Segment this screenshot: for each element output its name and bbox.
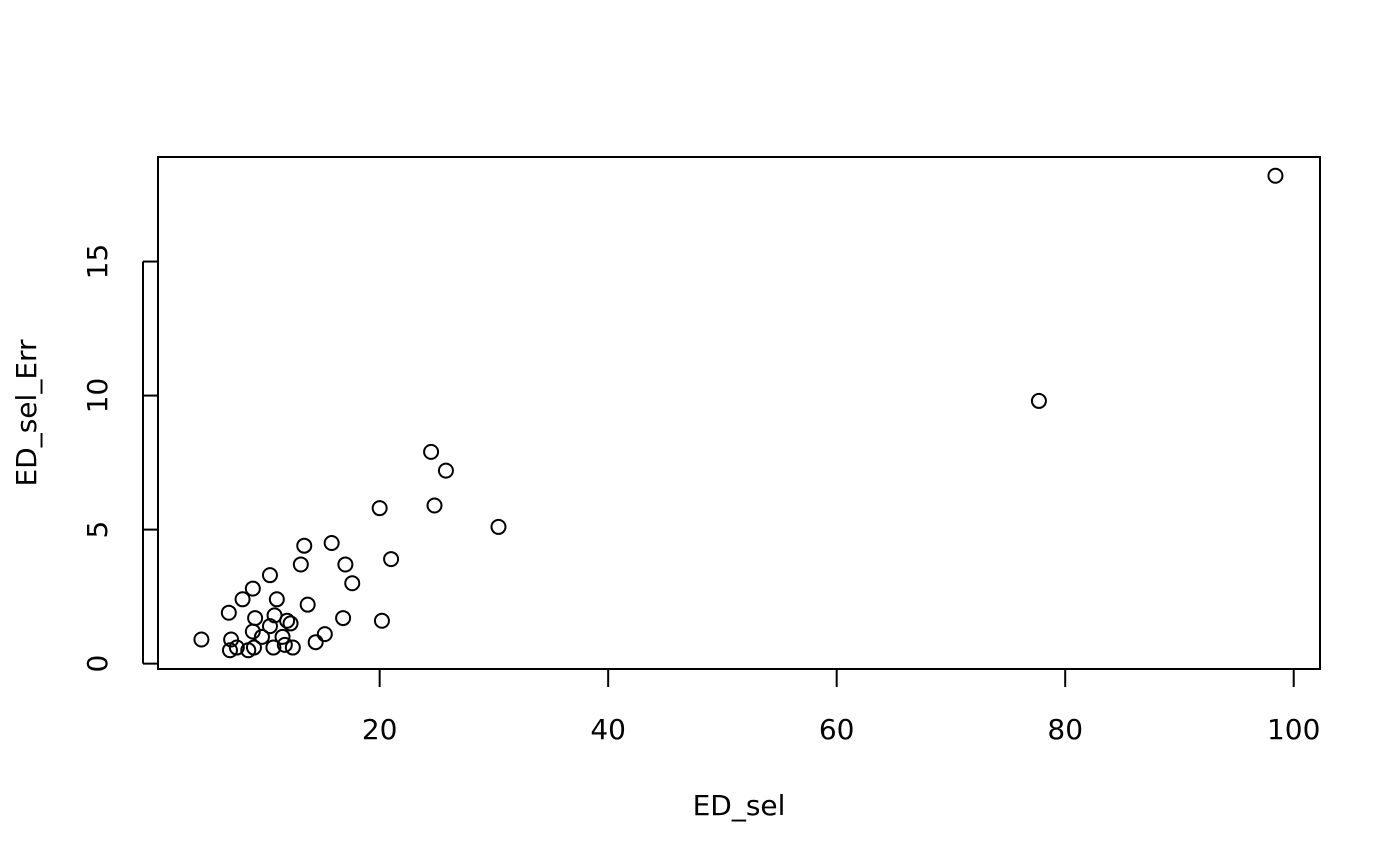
x-tick-label: 20: [362, 713, 398, 746]
data-point: [221, 642, 238, 659]
data-point: [265, 639, 282, 656]
data-point: [261, 618, 278, 635]
data-point: [279, 612, 296, 629]
data-point: [426, 497, 443, 514]
data-point: [220, 604, 237, 621]
data-points: [193, 167, 1284, 659]
data-point: [371, 500, 388, 517]
data-point: [244, 623, 261, 640]
y-tick-label: 10: [81, 378, 114, 414]
plot-frame: [157, 156, 1321, 670]
data-point: [373, 612, 390, 629]
data-point: [223, 631, 240, 648]
data-point: [323, 535, 340, 552]
x-tick-label: 80: [1047, 713, 1083, 746]
data-point: [276, 636, 293, 653]
x-tick-label: 60: [819, 713, 855, 746]
data-point: [282, 615, 299, 632]
data-point: [316, 626, 333, 643]
data-point: [296, 537, 313, 554]
data-point: [337, 556, 354, 573]
data-point: [344, 575, 361, 592]
y-tick-label: 5: [81, 521, 114, 539]
data-point: [299, 596, 316, 613]
data-point: [1267, 167, 1284, 184]
y-tick-label: 15: [81, 244, 114, 280]
y-axis: 0 5 10 15: [81, 244, 158, 673]
x-tick-label: 100: [1267, 713, 1320, 746]
data-point: [292, 556, 309, 573]
x-axis: 20 40 60 80 100: [362, 668, 1320, 746]
data-point: [284, 639, 301, 656]
data-point: [228, 639, 245, 656]
data-point: [274, 628, 291, 645]
data-point: [234, 591, 251, 608]
data-point: [1030, 392, 1047, 409]
data-point: [261, 567, 278, 584]
data-point: [247, 610, 264, 627]
data-point: [307, 634, 324, 651]
x-tick-label: 40: [590, 713, 626, 746]
data-point: [335, 610, 352, 627]
data-point: [193, 631, 210, 648]
y-tick-label: 0: [81, 655, 114, 673]
data-point: [244, 580, 261, 597]
data-point: [253, 628, 270, 645]
data-point: [423, 443, 440, 460]
y-axis-label: ED_sel_Err: [10, 339, 43, 487]
data-point: [437, 462, 454, 479]
data-point: [240, 642, 257, 659]
data-point: [383, 551, 400, 568]
data-point: [268, 591, 285, 608]
x-axis-label: ED_sel: [693, 789, 786, 822]
data-point: [490, 518, 507, 535]
